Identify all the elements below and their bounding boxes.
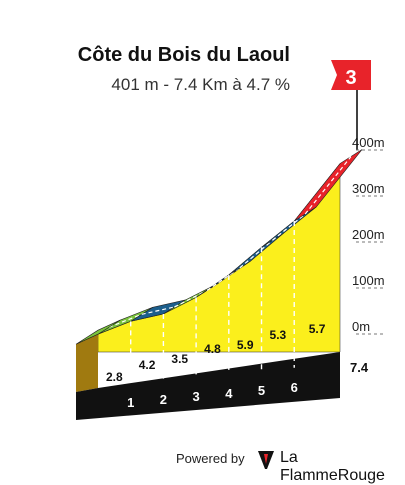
y-tick-label: 0m [352,319,370,334]
climb-profile: Côte du Bois du Laoul 401 m - 7.4 Km à 4… [0,44,405,484]
category-flag [331,60,371,90]
brand-name: La FlammeRouge [280,449,385,484]
road-centerline [174,289,208,308]
road-start-cap [75,319,121,345]
km-marker: 6 [291,380,298,395]
gradient-label: 4.2 [139,358,156,372]
profile-area [97,162,341,353]
distance-end-label: 7.4 [350,360,369,375]
gradient-label: 5.3 [270,328,287,342]
y-tick-label: 400m [352,135,385,150]
gradient-label: 3.5 [171,352,188,366]
km-marker: 1 [127,395,134,410]
gradient-label: 4.8 [204,342,221,356]
y-tick-label: 100m [352,273,385,288]
category-badge: 3 [345,67,356,89]
gradient-label: 2.8 [106,370,123,384]
km-marker: 4 [225,386,233,401]
climb-title: Côte du Bois du Laoul [77,44,290,66]
profile-base [76,352,340,420]
road-centerline [239,239,273,269]
profile-chart: 0m 100m 200m 300m 400m 1 2 3 4 5 6 2.8 4.2 3.5 4.8 5.9 5… [75,60,385,420]
footer: Powered by La FlammeRouge [0,449,405,484]
km-marker: 2 [160,392,167,407]
powered-by-label: Powered by [176,451,245,466]
y-tick-label: 200m [352,227,385,242]
y-tick-label: 300m [352,181,385,196]
road-centerline [141,306,175,315]
gradient-label: 5.7 [309,322,326,336]
road-centerline [108,313,142,328]
profile-side-wall [76,334,98,392]
km-marker: 5 [258,383,265,398]
road-centerline [304,156,352,215]
gradient-label: 5.9 [237,338,254,352]
flamme-rouge-logo-icon [258,451,274,469]
km-marker: 3 [192,389,199,404]
climb-subtitle: 401 m - 7.4 Km à 4.7 % [111,75,290,94]
